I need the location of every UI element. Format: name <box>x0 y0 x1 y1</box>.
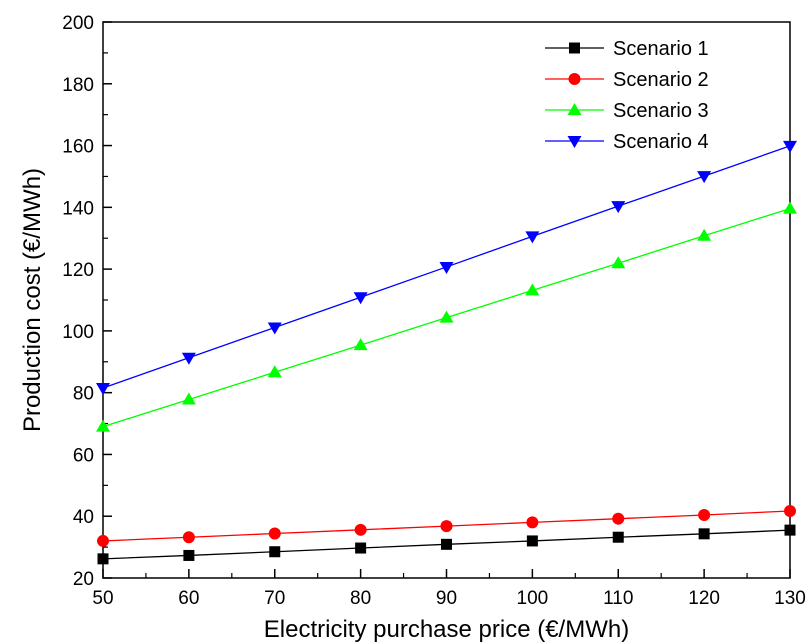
x-tick-label: 110 <box>603 588 633 609</box>
data-point <box>525 283 540 296</box>
data-point <box>783 140 797 153</box>
x-tick-label: 50 <box>92 588 113 609</box>
legend-marker <box>567 136 582 148</box>
y-tick-label: 80 <box>73 384 94 405</box>
series-markers <box>96 140 797 565</box>
data-point <box>612 531 624 543</box>
data-point <box>183 549 195 561</box>
y-tick-label: 100 <box>62 322 94 343</box>
data-point <box>611 201 626 214</box>
y-tick-label: 60 <box>73 445 94 466</box>
data-point <box>784 504 796 517</box>
data-point <box>96 419 110 432</box>
data-point <box>268 527 281 540</box>
x-tick-label: 90 <box>436 588 457 609</box>
data-point <box>441 538 452 550</box>
y-tick-label: 200 <box>62 13 94 34</box>
data-point <box>181 352 196 365</box>
legend-label: Scenario 1 <box>613 38 709 60</box>
legend-marker <box>569 42 580 54</box>
data-point <box>526 535 538 547</box>
legend: Scenario 1 Scenario 2 Scenario 3 Scenario 4 <box>545 38 709 153</box>
data-point <box>439 261 454 274</box>
y-tick-label: 180 <box>62 75 94 96</box>
x-tick-label: 80 <box>350 588 371 609</box>
data-point <box>181 392 196 405</box>
y-tick-label: 160 <box>62 137 94 158</box>
x-tick-label: 120 <box>688 588 720 609</box>
data-point <box>354 523 367 536</box>
x-tick-label: 70 <box>264 588 285 609</box>
legend-label: Scenario 3 <box>613 100 709 122</box>
data-point <box>784 524 796 536</box>
data-point <box>697 171 712 184</box>
data-point <box>526 516 539 529</box>
legend-label: Scenario 4 <box>613 131 709 153</box>
x-tick-label: 60 <box>178 588 199 609</box>
data-point <box>182 531 195 544</box>
data-point <box>267 365 282 378</box>
data-point <box>97 553 109 565</box>
y-tick-label: 20 <box>73 569 94 590</box>
data-point <box>353 292 368 305</box>
data-point <box>355 542 367 554</box>
x-tick-label: 100 <box>517 588 549 609</box>
y-tick-label: 40 <box>73 507 94 528</box>
x-tick-label: 130 <box>774 588 806 609</box>
legend-marker <box>567 103 582 115</box>
data-point <box>783 201 797 214</box>
data-point <box>439 310 454 323</box>
data-point <box>525 231 540 244</box>
data-point <box>267 322 282 335</box>
data-point <box>611 256 626 269</box>
series-lines <box>102 145 791 560</box>
data-point <box>96 383 110 396</box>
data-point <box>440 520 453 533</box>
data-point <box>697 228 712 241</box>
axes: 50 60 70 80 90 100 110 120 130 20 40 60 80 100 120 140 1… <box>62 13 806 609</box>
data-point <box>698 508 711 521</box>
y-axis-title: Production cost (€/MWh) <box>19 168 46 432</box>
data-point <box>698 528 710 540</box>
data-point <box>97 534 109 547</box>
data-point <box>269 546 281 558</box>
y-tick-label: 120 <box>62 260 94 281</box>
legend-label: Scenario 2 <box>613 69 709 91</box>
data-point <box>612 512 625 525</box>
legend-marker <box>568 73 581 85</box>
y-tick-label: 140 <box>62 198 94 219</box>
x-axis-title: Electricity purchase price (€/MWh) <box>264 616 629 643</box>
data-point <box>353 338 368 351</box>
